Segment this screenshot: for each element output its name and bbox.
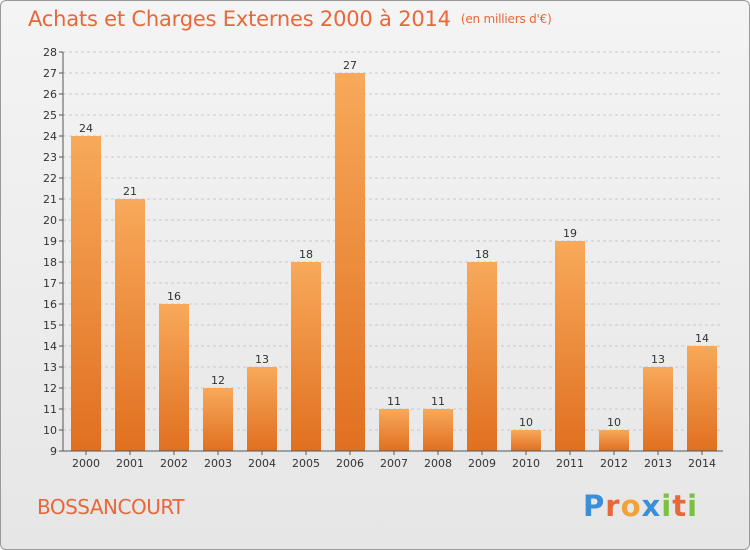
x-tick-label: 2014 bbox=[688, 457, 716, 470]
y-tick-label: 24 bbox=[43, 130, 57, 143]
data-label: 24 bbox=[79, 122, 93, 135]
data-label: 18 bbox=[475, 248, 489, 261]
y-tick-label: 11 bbox=[43, 403, 57, 416]
bar bbox=[467, 262, 497, 451]
y-tick-label: 17 bbox=[43, 277, 57, 290]
x-tick-label: 2013 bbox=[644, 457, 672, 470]
x-tick-label: 2009 bbox=[468, 457, 496, 470]
bar bbox=[203, 388, 233, 451]
x-tick-label: 2011 bbox=[556, 457, 584, 470]
bar bbox=[247, 367, 277, 451]
y-tick-label: 20 bbox=[43, 214, 57, 227]
bar bbox=[115, 199, 145, 451]
bar bbox=[423, 409, 453, 451]
x-tick-label: 2012 bbox=[600, 457, 628, 470]
chart-title: Achats et Charges Externes 2000 à 2014 (e… bbox=[28, 7, 552, 31]
y-tick-label: 14 bbox=[43, 340, 57, 353]
y-tick-label: 9 bbox=[50, 445, 57, 458]
proxiti-logo: Proxiti bbox=[583, 489, 698, 523]
data-label: 21 bbox=[123, 185, 137, 198]
y-tick-label: 28 bbox=[43, 46, 57, 59]
bar bbox=[599, 430, 629, 451]
data-label: 13 bbox=[255, 353, 269, 366]
chart-title-text: Achats et Charges Externes 2000 à 2014 bbox=[28, 7, 451, 31]
y-tick-label: 26 bbox=[43, 88, 57, 101]
data-label: 12 bbox=[211, 374, 225, 387]
data-label: 19 bbox=[563, 227, 577, 240]
y-tick-label: 27 bbox=[43, 67, 57, 80]
logo-letter: o bbox=[620, 489, 642, 523]
y-tick-label: 16 bbox=[43, 298, 57, 311]
logo-letter: P bbox=[583, 489, 606, 523]
x-tick-label: 2007 bbox=[380, 457, 408, 470]
logo-letter: t bbox=[672, 489, 688, 523]
data-label: 11 bbox=[431, 395, 445, 408]
x-tick-label: 2003 bbox=[204, 457, 232, 470]
data-label: 14 bbox=[695, 332, 709, 345]
bar bbox=[643, 367, 673, 451]
data-label: 27 bbox=[343, 59, 357, 72]
y-tick-label: 21 bbox=[43, 193, 57, 206]
data-label: 10 bbox=[607, 416, 621, 429]
logo-letter: r bbox=[605, 489, 621, 523]
y-tick-label: 23 bbox=[43, 151, 57, 164]
bar bbox=[555, 241, 585, 451]
y-tick-label: 22 bbox=[43, 172, 57, 185]
axes: 9101112131415161718192021222324252627282… bbox=[43, 46, 723, 470]
location-label: BOSSANCOURT bbox=[37, 495, 185, 519]
bars: 24 21 16 12 13 18 27 11 11 18 10 19 10 13 14 bbox=[71, 59, 717, 451]
bar bbox=[71, 136, 101, 451]
data-label: 10 bbox=[519, 416, 533, 429]
bar bbox=[379, 409, 409, 451]
logo-letter: i bbox=[661, 489, 673, 523]
logo-letter: x bbox=[641, 489, 662, 523]
y-tick-label: 19 bbox=[43, 235, 57, 248]
bar bbox=[159, 304, 189, 451]
y-tick-label: 18 bbox=[43, 256, 57, 269]
data-label: 16 bbox=[167, 290, 181, 303]
y-tick-label: 12 bbox=[43, 382, 57, 395]
bar bbox=[511, 430, 541, 451]
bar bbox=[291, 262, 321, 451]
data-label: 13 bbox=[651, 353, 665, 366]
bar bbox=[335, 73, 365, 451]
x-tick-label: 2006 bbox=[336, 457, 364, 470]
x-tick-label: 2005 bbox=[292, 457, 320, 470]
y-tick-label: 10 bbox=[43, 424, 57, 437]
x-tick-label: 2010 bbox=[512, 457, 540, 470]
data-label: 11 bbox=[387, 395, 401, 408]
bar bbox=[687, 346, 717, 451]
x-tick-label: 2000 bbox=[72, 457, 100, 470]
y-tick-label: 15 bbox=[43, 319, 57, 332]
x-tick-label: 2001 bbox=[116, 457, 144, 470]
x-tick-label: 2008 bbox=[424, 457, 452, 470]
bar-chart: 24 21 16 12 13 18 27 11 11 18 10 19 10 13 14 9 10 11 12 13… bbox=[43, 46, 723, 470]
logo-letter: i bbox=[687, 489, 699, 523]
data-label: 18 bbox=[299, 248, 313, 261]
y-tick-label: 13 bbox=[43, 361, 57, 374]
chart-unit: (en milliers d'€) bbox=[460, 12, 552, 26]
x-tick-label: 2004 bbox=[248, 457, 276, 470]
y-tick-label: 25 bbox=[43, 109, 57, 122]
x-tick-label: 2002 bbox=[160, 457, 188, 470]
